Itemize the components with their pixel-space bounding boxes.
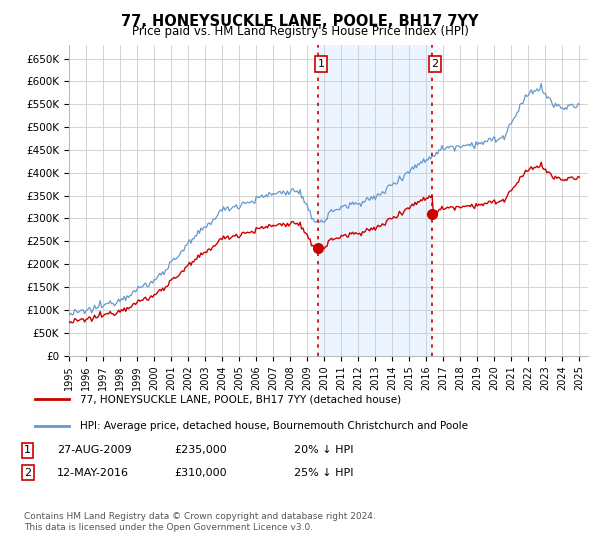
Text: 77, HONEYSUCKLE LANE, POOLE, BH17 7YY: 77, HONEYSUCKLE LANE, POOLE, BH17 7YY [121, 14, 479, 29]
Text: 2: 2 [431, 59, 439, 69]
Text: 1: 1 [317, 59, 325, 69]
Text: Price paid vs. HM Land Registry's House Price Index (HPI): Price paid vs. HM Land Registry's House … [131, 25, 469, 38]
Bar [318, 45, 433, 356]
Text: 77, HONEYSUCKLE LANE, POOLE, BH17 7YY (detached house): 77, HONEYSUCKLE LANE, POOLE, BH17 7YY (d… [80, 394, 401, 404]
Text: 20% ↓ HPI: 20% ↓ HPI [294, 445, 353, 455]
Text: 1: 1 [24, 445, 31, 455]
Text: £235,000: £235,000 [174, 445, 227, 455]
Text: 12-MAY-2016: 12-MAY-2016 [57, 468, 129, 478]
Text: 25% ↓ HPI: 25% ↓ HPI [294, 468, 353, 478]
Text: 27-AUG-2009: 27-AUG-2009 [57, 445, 131, 455]
Text: HPI: Average price, detached house, Bournemouth Christchurch and Poole: HPI: Average price, detached house, Bour… [80, 421, 468, 431]
Text: Contains HM Land Registry data © Crown copyright and database right 2024.
This d: Contains HM Land Registry data © Crown c… [24, 512, 376, 532]
Text: £310,000: £310,000 [174, 468, 227, 478]
Text: 2: 2 [24, 468, 31, 478]
